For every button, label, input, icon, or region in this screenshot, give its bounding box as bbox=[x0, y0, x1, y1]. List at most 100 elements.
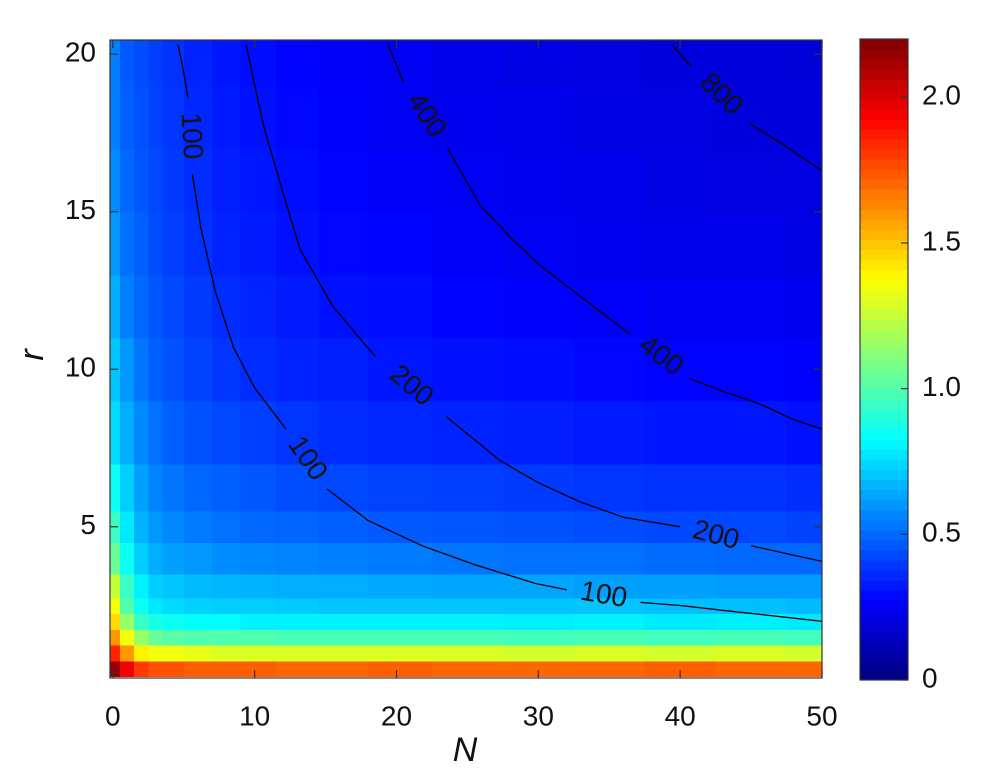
heatmap-cell bbox=[240, 148, 277, 213]
contour-label: 100 bbox=[175, 112, 209, 160]
colorbar-step bbox=[860, 189, 908, 200]
heatmap-cell bbox=[212, 542, 242, 575]
heatmap-cell bbox=[431, 337, 504, 402]
colorbar-step bbox=[860, 149, 908, 160]
heatmap-cell bbox=[318, 463, 369, 512]
heatmap-cell bbox=[502, 644, 575, 662]
heatmap-cell bbox=[212, 629, 242, 646]
contour-line bbox=[177, 44, 823, 622]
heatmap-cell bbox=[275, 40, 320, 87]
colorbar-step bbox=[860, 379, 908, 391]
heatmap-cell bbox=[318, 148, 369, 213]
heatmap-cell bbox=[318, 660, 369, 678]
heatmap-cell bbox=[715, 463, 788, 512]
heatmap-cell bbox=[119, 274, 135, 339]
heatmap-cell bbox=[715, 542, 788, 575]
heatmap-cell bbox=[431, 40, 504, 87]
heatmap-cell bbox=[431, 613, 504, 630]
x-tick-label: 40 bbox=[665, 700, 696, 731]
heatmap-cell bbox=[162, 574, 185, 599]
heatmap-cell bbox=[119, 660, 135, 678]
heatmap-cell bbox=[240, 660, 277, 678]
heatmap-cell bbox=[162, 511, 185, 544]
heatmap-cell bbox=[715, 40, 788, 87]
colorbar-step bbox=[860, 479, 908, 491]
heatmap-cell bbox=[368, 40, 433, 87]
colorbar-tick-label: 0.5 bbox=[922, 517, 961, 548]
heatmap-cell bbox=[644, 400, 717, 465]
heatmap-cell bbox=[368, 463, 433, 512]
heatmap-cell bbox=[715, 85, 788, 150]
heatmap-cell bbox=[240, 574, 277, 599]
heatmap-cell bbox=[240, 644, 277, 662]
heatmap-cell bbox=[134, 85, 149, 150]
heatmap-cell bbox=[183, 597, 213, 615]
heatmap-cell bbox=[502, 660, 575, 678]
heatmap-cell bbox=[318, 274, 369, 339]
heatmap-cell bbox=[573, 337, 646, 402]
colorbar-step bbox=[860, 339, 908, 350]
heatmap-cell bbox=[644, 644, 717, 662]
heatmap-cell bbox=[119, 629, 135, 646]
heatmap-cell bbox=[134, 597, 149, 615]
heatmap-cell bbox=[431, 463, 504, 512]
heatmap-cell bbox=[119, 337, 135, 402]
heatmap-cell bbox=[212, 274, 242, 339]
heatmap-cell bbox=[119, 511, 135, 544]
heatmap-cell bbox=[786, 211, 823, 276]
heatmap-cell bbox=[148, 613, 164, 630]
heatmap-cell bbox=[148, 511, 164, 544]
colorbar-step bbox=[860, 349, 908, 360]
heatmap-cell bbox=[162, 597, 185, 615]
heatmap-cell bbox=[573, 644, 646, 662]
y-tick-label: 20 bbox=[65, 37, 96, 68]
heatmap-cell bbox=[644, 613, 717, 630]
heatmap-cell bbox=[240, 85, 277, 150]
y-axis-label: r bbox=[13, 348, 51, 361]
heatmap-cell bbox=[275, 274, 320, 339]
heatmap-cell bbox=[275, 148, 320, 213]
heatmap-cell bbox=[148, 274, 164, 339]
colorbar-step bbox=[860, 169, 908, 180]
heatmap-cell bbox=[148, 629, 164, 646]
heatmap-cell bbox=[162, 629, 185, 646]
heatmap-cell bbox=[715, 597, 788, 615]
heatmap-cell bbox=[110, 597, 121, 615]
heatmap-cell bbox=[318, 511, 369, 544]
heatmap-cell bbox=[110, 574, 121, 599]
contour-line bbox=[387, 44, 823, 430]
heatmap-cell bbox=[502, 511, 575, 544]
heatmap-cell bbox=[110, 542, 121, 575]
colorbar-step bbox=[860, 129, 908, 140]
heatmap-cell bbox=[573, 148, 646, 213]
colorbar-step bbox=[860, 99, 908, 110]
colorbar-step bbox=[860, 369, 908, 381]
heatmap-cell bbox=[240, 274, 277, 339]
heatmap-cell bbox=[148, 211, 164, 276]
heatmap-cell bbox=[134, 148, 149, 213]
heatmap-cell bbox=[110, 85, 121, 150]
contour-line bbox=[245, 44, 823, 563]
heatmap-cell bbox=[431, 148, 504, 213]
heatmap-cell bbox=[183, 40, 213, 87]
colorbar-step bbox=[860, 279, 908, 290]
colorbar-step bbox=[860, 569, 908, 581]
heatmap-cell bbox=[715, 644, 788, 662]
heatmap-cell bbox=[240, 597, 277, 615]
heatmap-cell bbox=[715, 274, 788, 339]
heatmap-cell bbox=[110, 660, 121, 678]
colorbar-step bbox=[860, 89, 908, 100]
heatmap-cell bbox=[183, 613, 213, 630]
heatmap-cell bbox=[275, 542, 320, 575]
heatmap-cell bbox=[134, 660, 149, 678]
colorbar-step bbox=[860, 489, 908, 501]
heatmap-cell bbox=[431, 85, 504, 150]
colorbar-step bbox=[860, 509, 908, 521]
heatmap-cell bbox=[134, 613, 149, 630]
colorbar-step bbox=[860, 499, 908, 511]
heatmap-cell bbox=[502, 85, 575, 150]
heatmap-cell bbox=[431, 211, 504, 276]
heatmap-cell bbox=[110, 400, 121, 465]
heatmap-cell bbox=[148, 463, 164, 512]
